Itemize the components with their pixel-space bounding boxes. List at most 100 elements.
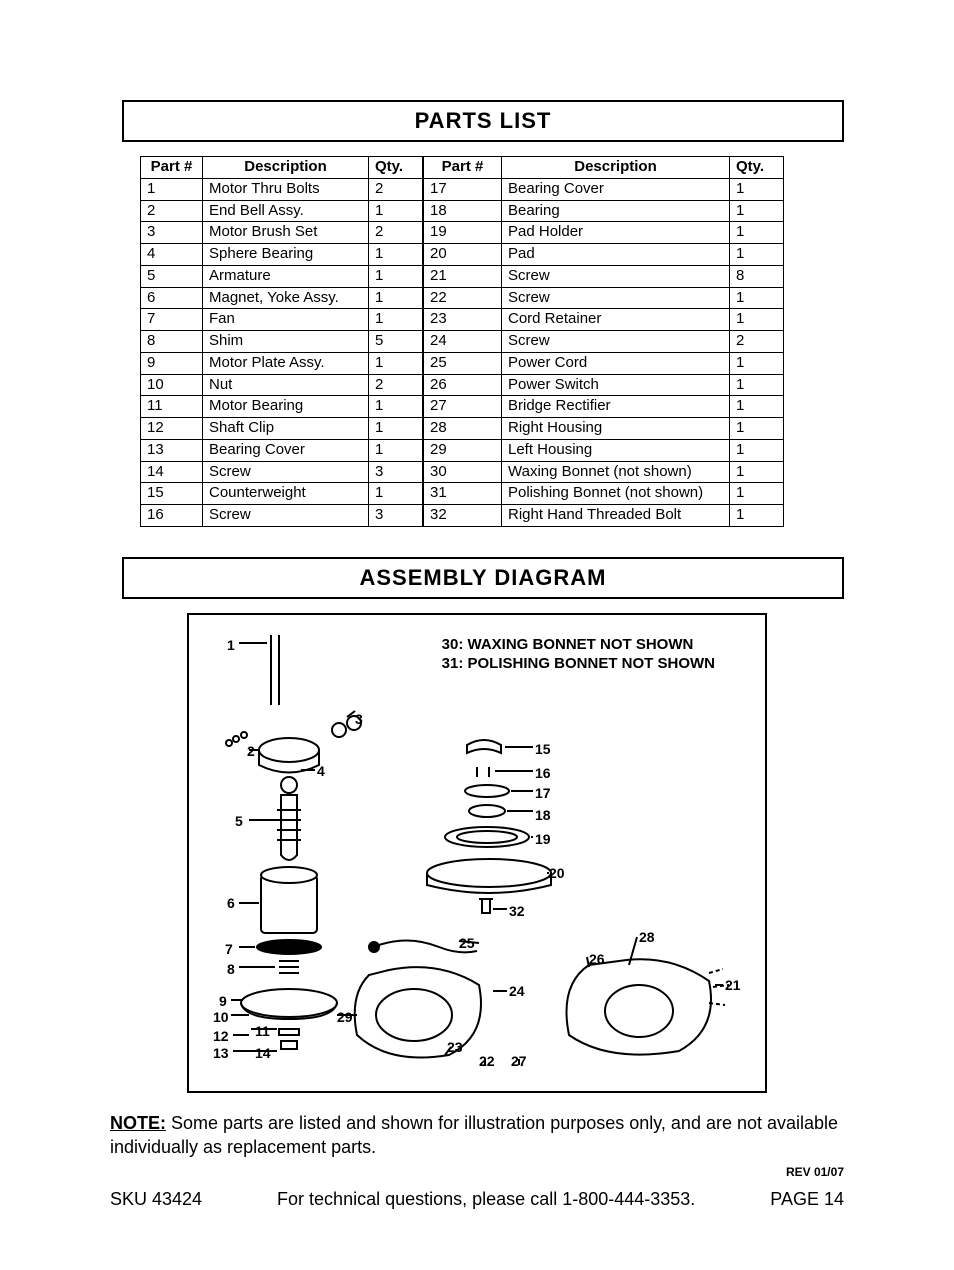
parts-list-heading-box: PARTS LIST	[122, 100, 844, 142]
cell-partnum: 9	[141, 352, 203, 374]
cell-description: Nut	[203, 374, 369, 396]
note-label: NOTE:	[110, 1113, 166, 1133]
diagram-callout: 7	[225, 941, 233, 957]
table-row: 30Waxing Bonnet (not shown)1	[424, 461, 784, 483]
cell-qty: 2	[730, 331, 784, 353]
table-row: 21Screw8	[424, 265, 784, 287]
cell-qty: 1	[369, 352, 423, 374]
diagram-callout: 8	[227, 961, 235, 977]
cell-description: Shaft Clip	[203, 418, 369, 440]
cell-description: Motor Brush Set	[203, 222, 369, 244]
table-header-row: Part # Description Qty.	[141, 157, 423, 179]
cell-description: Magnet, Yoke Assy.	[203, 287, 369, 309]
diagram-callout: 3	[355, 711, 363, 727]
parts-list-heading: PARTS LIST	[415, 108, 552, 133]
cell-qty: 1	[369, 244, 423, 266]
page-container: PARTS LIST Part # Description Qty. 1Moto…	[0, 0, 954, 1270]
table-row: 15Counterweight1	[141, 483, 423, 505]
cell-description: Polishing Bonnet (not shown)	[502, 483, 730, 505]
table-row: 9Motor Plate Assy.1	[141, 352, 423, 374]
cell-description: Screw	[203, 505, 369, 527]
cell-qty: 1	[730, 352, 784, 374]
diagram-callout: 24	[509, 983, 525, 999]
diagram-callout: 25	[459, 935, 475, 951]
cell-qty: 1	[730, 222, 784, 244]
cell-description: Power Cord	[502, 352, 730, 374]
cell-qty: 1	[369, 309, 423, 331]
cell-description: Left Housing	[502, 439, 730, 461]
cell-description: Sphere Bearing	[203, 244, 369, 266]
cell-partnum: 22	[424, 287, 502, 309]
diagram-callout: 2	[247, 743, 255, 759]
cell-qty: 1	[730, 418, 784, 440]
table-row: 27Bridge Rectifier1	[424, 396, 784, 418]
table-row: 10Nut2	[141, 374, 423, 396]
cell-qty: 1	[730, 483, 784, 505]
diagram-callout: 16	[535, 765, 551, 781]
cell-partnum: 12	[141, 418, 203, 440]
th-qty: Qty.	[369, 157, 423, 179]
cell-partnum: 5	[141, 265, 203, 287]
cell-qty: 1	[730, 178, 784, 200]
parts-table-left: Part # Description Qty. 1Motor Thru Bolt…	[140, 156, 423, 527]
diagram-callout: 10	[213, 1009, 229, 1025]
cell-description: Screw	[502, 287, 730, 309]
diagram-callout: 27	[511, 1053, 527, 1069]
diagram-callout: 21	[725, 977, 741, 993]
diagram-callout: 32	[509, 903, 525, 919]
cell-partnum: 26	[424, 374, 502, 396]
cell-description: Pad Holder	[502, 222, 730, 244]
cell-description: Screw	[502, 265, 730, 287]
th-partnum: Part #	[141, 157, 203, 179]
table-row: 5Armature1	[141, 265, 423, 287]
table-row: 22Screw1	[424, 287, 784, 309]
table-row: 6Magnet, Yoke Assy.1	[141, 287, 423, 309]
cell-partnum: 16	[141, 505, 203, 527]
table-row: 3Motor Brush Set2	[141, 222, 423, 244]
footer-sku: SKU 43424	[110, 1189, 202, 1210]
cell-partnum: 7	[141, 309, 203, 331]
cell-qty: 3	[369, 505, 423, 527]
table-row: 8Shim5	[141, 331, 423, 353]
cell-description: Bearing Cover	[203, 439, 369, 461]
table-row: 16Screw3	[141, 505, 423, 527]
cell-partnum: 27	[424, 396, 502, 418]
cell-qty: 1	[369, 483, 423, 505]
cell-qty: 1	[369, 396, 423, 418]
cell-partnum: 2	[141, 200, 203, 222]
cell-partnum: 13	[141, 439, 203, 461]
diagram-callout: 20	[549, 865, 565, 881]
cell-description: Cord Retainer	[502, 309, 730, 331]
cell-qty: 8	[730, 265, 784, 287]
cell-qty: 1	[730, 396, 784, 418]
parts-tables: Part # Description Qty. 1Motor Thru Bolt…	[140, 156, 844, 527]
footer-phone: For technical questions, please call 1-8…	[277, 1189, 695, 1210]
cell-partnum: 15	[141, 483, 203, 505]
assembly-heading-box: ASSEMBLY DIAGRAM	[122, 557, 844, 599]
table-row: 7Fan1	[141, 309, 423, 331]
cell-description: Motor Thru Bolts	[203, 178, 369, 200]
cell-partnum: 25	[424, 352, 502, 374]
diagram-callout: 18	[535, 807, 551, 823]
cell-qty: 1	[730, 287, 784, 309]
cell-partnum: 28	[424, 418, 502, 440]
cell-partnum: 4	[141, 244, 203, 266]
cell-partnum: 1	[141, 178, 203, 200]
diagram-svg	[189, 615, 769, 1095]
th-description: Description	[502, 157, 730, 179]
diagram-callout: 22	[479, 1053, 495, 1069]
cell-description: Bearing	[502, 200, 730, 222]
table-row: 23Cord Retainer1	[424, 309, 784, 331]
table-row: 17Bearing Cover1	[424, 178, 784, 200]
diagram-callout: 6	[227, 895, 235, 911]
cell-partnum: 3	[141, 222, 203, 244]
cell-qty: 2	[369, 178, 423, 200]
cell-partnum: 24	[424, 331, 502, 353]
cell-qty: 1	[369, 200, 423, 222]
table-row: 28Right Housing1	[424, 418, 784, 440]
cell-partnum: 20	[424, 244, 502, 266]
table-row: 31Polishing Bonnet (not shown)1	[424, 483, 784, 505]
cell-partnum: 14	[141, 461, 203, 483]
cell-qty: 1	[730, 374, 784, 396]
diagram-callout: 28	[639, 929, 655, 945]
